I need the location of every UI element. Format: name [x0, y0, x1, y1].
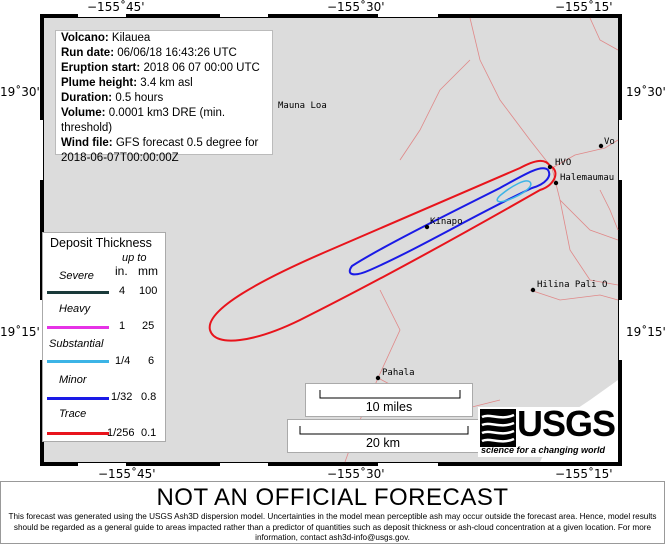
lon-label-bottom-1: −155˚45': [98, 467, 156, 481]
wind-file-value: GFS forecast 0.5 degree for: [115, 137, 259, 149]
run-date-label: Run date:: [61, 47, 115, 59]
lon-label-top-1: −155˚45': [87, 0, 145, 14]
trace-contour: [208, 160, 557, 342]
deposit-legend: Deposit Thickness up to in. mm Severe 4 …: [42, 232, 166, 442]
lat-label-right-1: 19˚30': [626, 85, 665, 99]
marker-vo: [598, 143, 604, 149]
legend-severe-in: 4: [119, 285, 126, 297]
legend-minor-label: Minor: [59, 374, 87, 386]
marker-pahala: [375, 375, 381, 381]
legend-trace-swatch: [47, 432, 109, 435]
legend-heavy-swatch: [47, 326, 109, 329]
legend-minor-in: 1/32: [111, 391, 133, 403]
usgs-tagline: science for a changing world: [481, 445, 606, 455]
deposit-contours: [208, 160, 557, 342]
legend-trace-in: 1/256: [107, 427, 135, 439]
duration-label: Duration:: [61, 92, 113, 104]
legend-unit-mm: mm: [138, 264, 158, 278]
marker-hilina: [530, 287, 536, 293]
lon-label-top-2: −155˚30': [327, 0, 385, 14]
legend-heavy-label: Heavy: [59, 303, 91, 315]
lon-label-top-3: −155˚15': [555, 0, 613, 14]
lat-label-left-2: 19˚15': [0, 325, 40, 339]
eruption-start-value: 2018 06 07 00:00 UTC: [143, 62, 260, 74]
place-kinapo: Kinapo: [430, 217, 463, 227]
legend-minor-mm: 0.8: [141, 391, 157, 403]
run-date-value: 06/06/18 16:43:26 UTC: [117, 47, 237, 59]
volume-label: Volume:: [61, 107, 106, 119]
place-markers: [375, 143, 604, 381]
legend-title: Deposit Thickness: [50, 236, 152, 250]
legend-substantial-swatch: [47, 360, 109, 363]
scale-bar-km-label: 20 km: [365, 436, 401, 450]
disclaimer-box: NOT AN OFFICIAL FORECAST This forecast w…: [0, 481, 665, 544]
eruption-start-label: Eruption start:: [61, 62, 141, 74]
place-pahala: Pahala: [382, 368, 415, 378]
place-hvo: HVO: [555, 158, 572, 168]
scale-bar-km: 20 km: [287, 419, 479, 453]
minor-contour: [348, 167, 551, 276]
lon-label-bottom-3: −155˚15': [555, 467, 613, 481]
legend-heavy-in: 1: [119, 320, 126, 332]
volume-value-cont: threshold): [61, 122, 113, 134]
place-hilina: Hilina Pali O: [537, 280, 608, 290]
lat-label-right-2: 19˚15': [626, 325, 665, 339]
volume-value: 0.0001 km3 DRE (min.: [108, 107, 226, 119]
scale-bar-miles: 10 miles: [305, 383, 473, 417]
legend-trace-label: Trace: [59, 408, 87, 420]
disclaimer-heading: NOT AN OFFICIAL FORECAST: [156, 484, 509, 511]
marker-hvo: [547, 164, 553, 170]
scale-bar-miles-label: 10 miles: [365, 400, 413, 414]
legend-severe-label: Severe: [59, 270, 94, 282]
place-mauna-loa: Mauna Loa: [278, 101, 327, 111]
legend-trace-mm: 0.1: [141, 427, 157, 439]
scale-bar-miles-line: [319, 390, 461, 399]
plume-height-label: Plume height:: [61, 77, 138, 89]
plume-height-value: 3.4 km asl: [140, 77, 193, 89]
usgs-wordmark: USGS: [517, 403, 616, 444]
volcano-value: Kilauea: [111, 32, 151, 44]
usgs-logo: USGS science for a changing world: [478, 403, 616, 457]
wind-file-label: Wind file:: [61, 137, 113, 149]
marker-kinapo: [424, 224, 430, 230]
legend-substantial-mm: 6: [148, 355, 155, 367]
legend-severe-swatch: [47, 291, 109, 294]
place-vo: Vo: [604, 137, 615, 147]
legend-severe-mm: 100: [139, 285, 158, 297]
lon-label-bottom-2: −155˚30': [327, 467, 385, 481]
wind-file-value-cont: 2018-06-07T00:00:00Z: [61, 152, 179, 164]
legend-unit-in: in.: [115, 264, 128, 278]
legend-substantial-in: 1/4: [115, 355, 131, 367]
substantial-contour: [496, 180, 532, 203]
legend-heavy-mm: 25: [142, 320, 155, 332]
scale-bar-km-line: [299, 426, 469, 435]
duration-value: 0.5 hours: [115, 92, 164, 104]
legend-substantial-label: Substantial: [49, 338, 104, 350]
frame-ticks: [40, 14, 622, 466]
legend-minor-swatch: [47, 397, 109, 400]
marker-halemaumau: [553, 180, 559, 186]
legend-upto: up to: [122, 252, 147, 264]
volcano-label: Volcano:: [61, 32, 109, 44]
place-halemaumau: Halemaumau: [560, 173, 615, 183]
lat-label-left-1: 19˚30': [0, 85, 40, 99]
run-info-box: Volcano: Kilauea Run date: 06/06/18 16:4…: [55, 30, 273, 164]
usgs-wave-icon: [480, 409, 516, 447]
disclaimer-text: This forecast was generated using the US…: [8, 512, 657, 542]
